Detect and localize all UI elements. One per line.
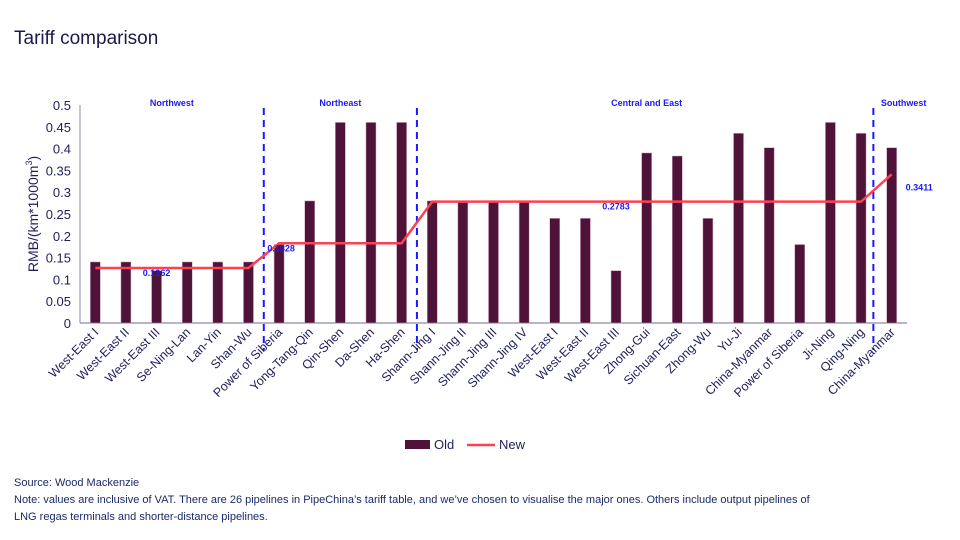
region-label: Northeast bbox=[319, 98, 361, 108]
y-tick-label: 0.35 bbox=[46, 163, 71, 178]
legend-swatch-old bbox=[405, 440, 430, 449]
legend-label-new: New bbox=[499, 437, 526, 452]
bar-old bbox=[273, 244, 285, 324]
bar-old bbox=[886, 147, 897, 324]
footnote-line-2: LNG regas terminals and shorter-distance… bbox=[14, 511, 268, 523]
bar-old bbox=[120, 261, 132, 324]
bar-old bbox=[733, 133, 744, 324]
bar-old bbox=[641, 152, 652, 324]
y-tick-label: 0.3 bbox=[53, 185, 71, 200]
y-tick-label: 0.2 bbox=[53, 229, 71, 244]
region-label: Southwest bbox=[881, 98, 927, 108]
bar-old bbox=[365, 122, 377, 324]
y-tick-label: 0.1 bbox=[53, 272, 71, 287]
bar-old bbox=[825, 122, 836, 324]
bar-old bbox=[90, 261, 101, 324]
page-title: Tariff comparison bbox=[14, 28, 159, 49]
bar-old bbox=[426, 200, 438, 324]
line-new bbox=[95, 173, 893, 270]
y-tick-label: 0.05 bbox=[46, 294, 71, 309]
bar-old bbox=[672, 155, 683, 324]
y-tick-label: 0 bbox=[64, 316, 71, 331]
y-axis-label: RMB/(km*1000m3) bbox=[24, 156, 41, 272]
bar-old bbox=[549, 218, 561, 324]
y-tick-label: 0.15 bbox=[46, 251, 71, 266]
region-label: Northwest bbox=[150, 98, 194, 108]
bar-old bbox=[610, 270, 622, 324]
data-label: 0.1828 bbox=[267, 243, 295, 253]
bar-old bbox=[151, 270, 162, 324]
source-note: Source: Wood Mackenzie bbox=[14, 477, 140, 489]
bar-old bbox=[580, 218, 591, 324]
data-label: 0.3411 bbox=[906, 182, 933, 192]
data-label: 0.2783 bbox=[602, 202, 630, 212]
bar-old bbox=[488, 200, 499, 324]
y-tick-label: 0.5 bbox=[53, 98, 71, 113]
bar-old bbox=[794, 244, 806, 324]
bar-old bbox=[457, 200, 469, 324]
bar-old bbox=[181, 261, 193, 324]
region-label: Central and East bbox=[611, 98, 682, 108]
bar-old bbox=[335, 122, 346, 324]
bar-old bbox=[243, 261, 254, 324]
y-tick-label: 0.45 bbox=[46, 120, 71, 135]
bar-old bbox=[212, 261, 224, 324]
legend-label-old: Old bbox=[434, 437, 454, 452]
bar-old bbox=[855, 133, 867, 324]
data-label: 0.1262 bbox=[143, 268, 171, 278]
bar-old bbox=[763, 147, 775, 324]
y-tick-label: 0.4 bbox=[53, 142, 71, 157]
bar-old bbox=[304, 200, 315, 324]
bar-old bbox=[396, 122, 407, 324]
y-tick-label: 0.25 bbox=[46, 207, 71, 222]
bar-old bbox=[518, 200, 530, 324]
footnote-line-1: Note: values are inclusive of VAT. There… bbox=[14, 494, 810, 506]
bar-old bbox=[702, 218, 714, 324]
